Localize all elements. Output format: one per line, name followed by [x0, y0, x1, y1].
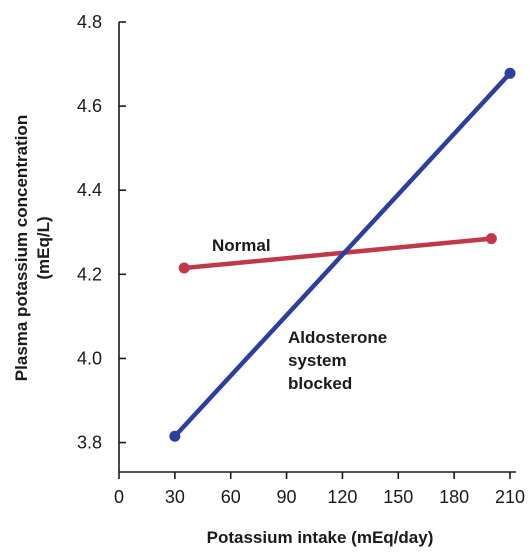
data-point-normal	[178, 262, 190, 274]
x-tick-label: 210	[495, 487, 525, 507]
series-labels: Normal Aldosterone system blocked	[212, 236, 387, 393]
x-axis-title: Potassium intake (mEq/day)	[207, 528, 434, 547]
y-tick-label: 4.4	[77, 180, 102, 200]
y-tick-label: 4.0	[77, 348, 102, 368]
y-tick-label: 4.6	[77, 96, 102, 116]
x-tick-label: 0	[114, 487, 124, 507]
x-tick-label: 60	[221, 487, 241, 507]
y-tick-label: 3.8	[77, 433, 102, 453]
series-label-normal: Normal	[212, 236, 271, 255]
data-point-aldosterone-blocked	[169, 430, 181, 442]
y-tick-label: 4.2	[77, 264, 102, 284]
x-tick-label: 120	[327, 487, 357, 507]
series-line-normal	[181, 236, 494, 271]
x-tick-label: 150	[383, 487, 413, 507]
series-line-aldosterone-blocked	[172, 71, 513, 439]
y-axis-title: Plasma potassium concentration (mEq/L)	[12, 115, 53, 381]
y-axis-title-text: Plasma potassium concentration (mEq/L)	[12, 115, 53, 381]
x-tick-label: 30	[165, 487, 185, 507]
y-axis-ticks: 3.8 4.0 4.2 4.4 4.6 4.8	[77, 12, 126, 453]
data-point-normal	[485, 233, 497, 245]
x-axis-ticks: 0 30 60 90 120 150 180 210	[114, 472, 525, 507]
series-label-aldosterone-blocked: Aldosterone system blocked	[288, 328, 387, 393]
y-tick-label: 4.8	[77, 12, 102, 32]
axes	[118, 22, 516, 473]
x-tick-label: 90	[277, 487, 297, 507]
series-layer	[169, 67, 516, 442]
data-point-aldosterone-blocked	[504, 67, 516, 79]
x-tick-label: 180	[439, 487, 469, 507]
